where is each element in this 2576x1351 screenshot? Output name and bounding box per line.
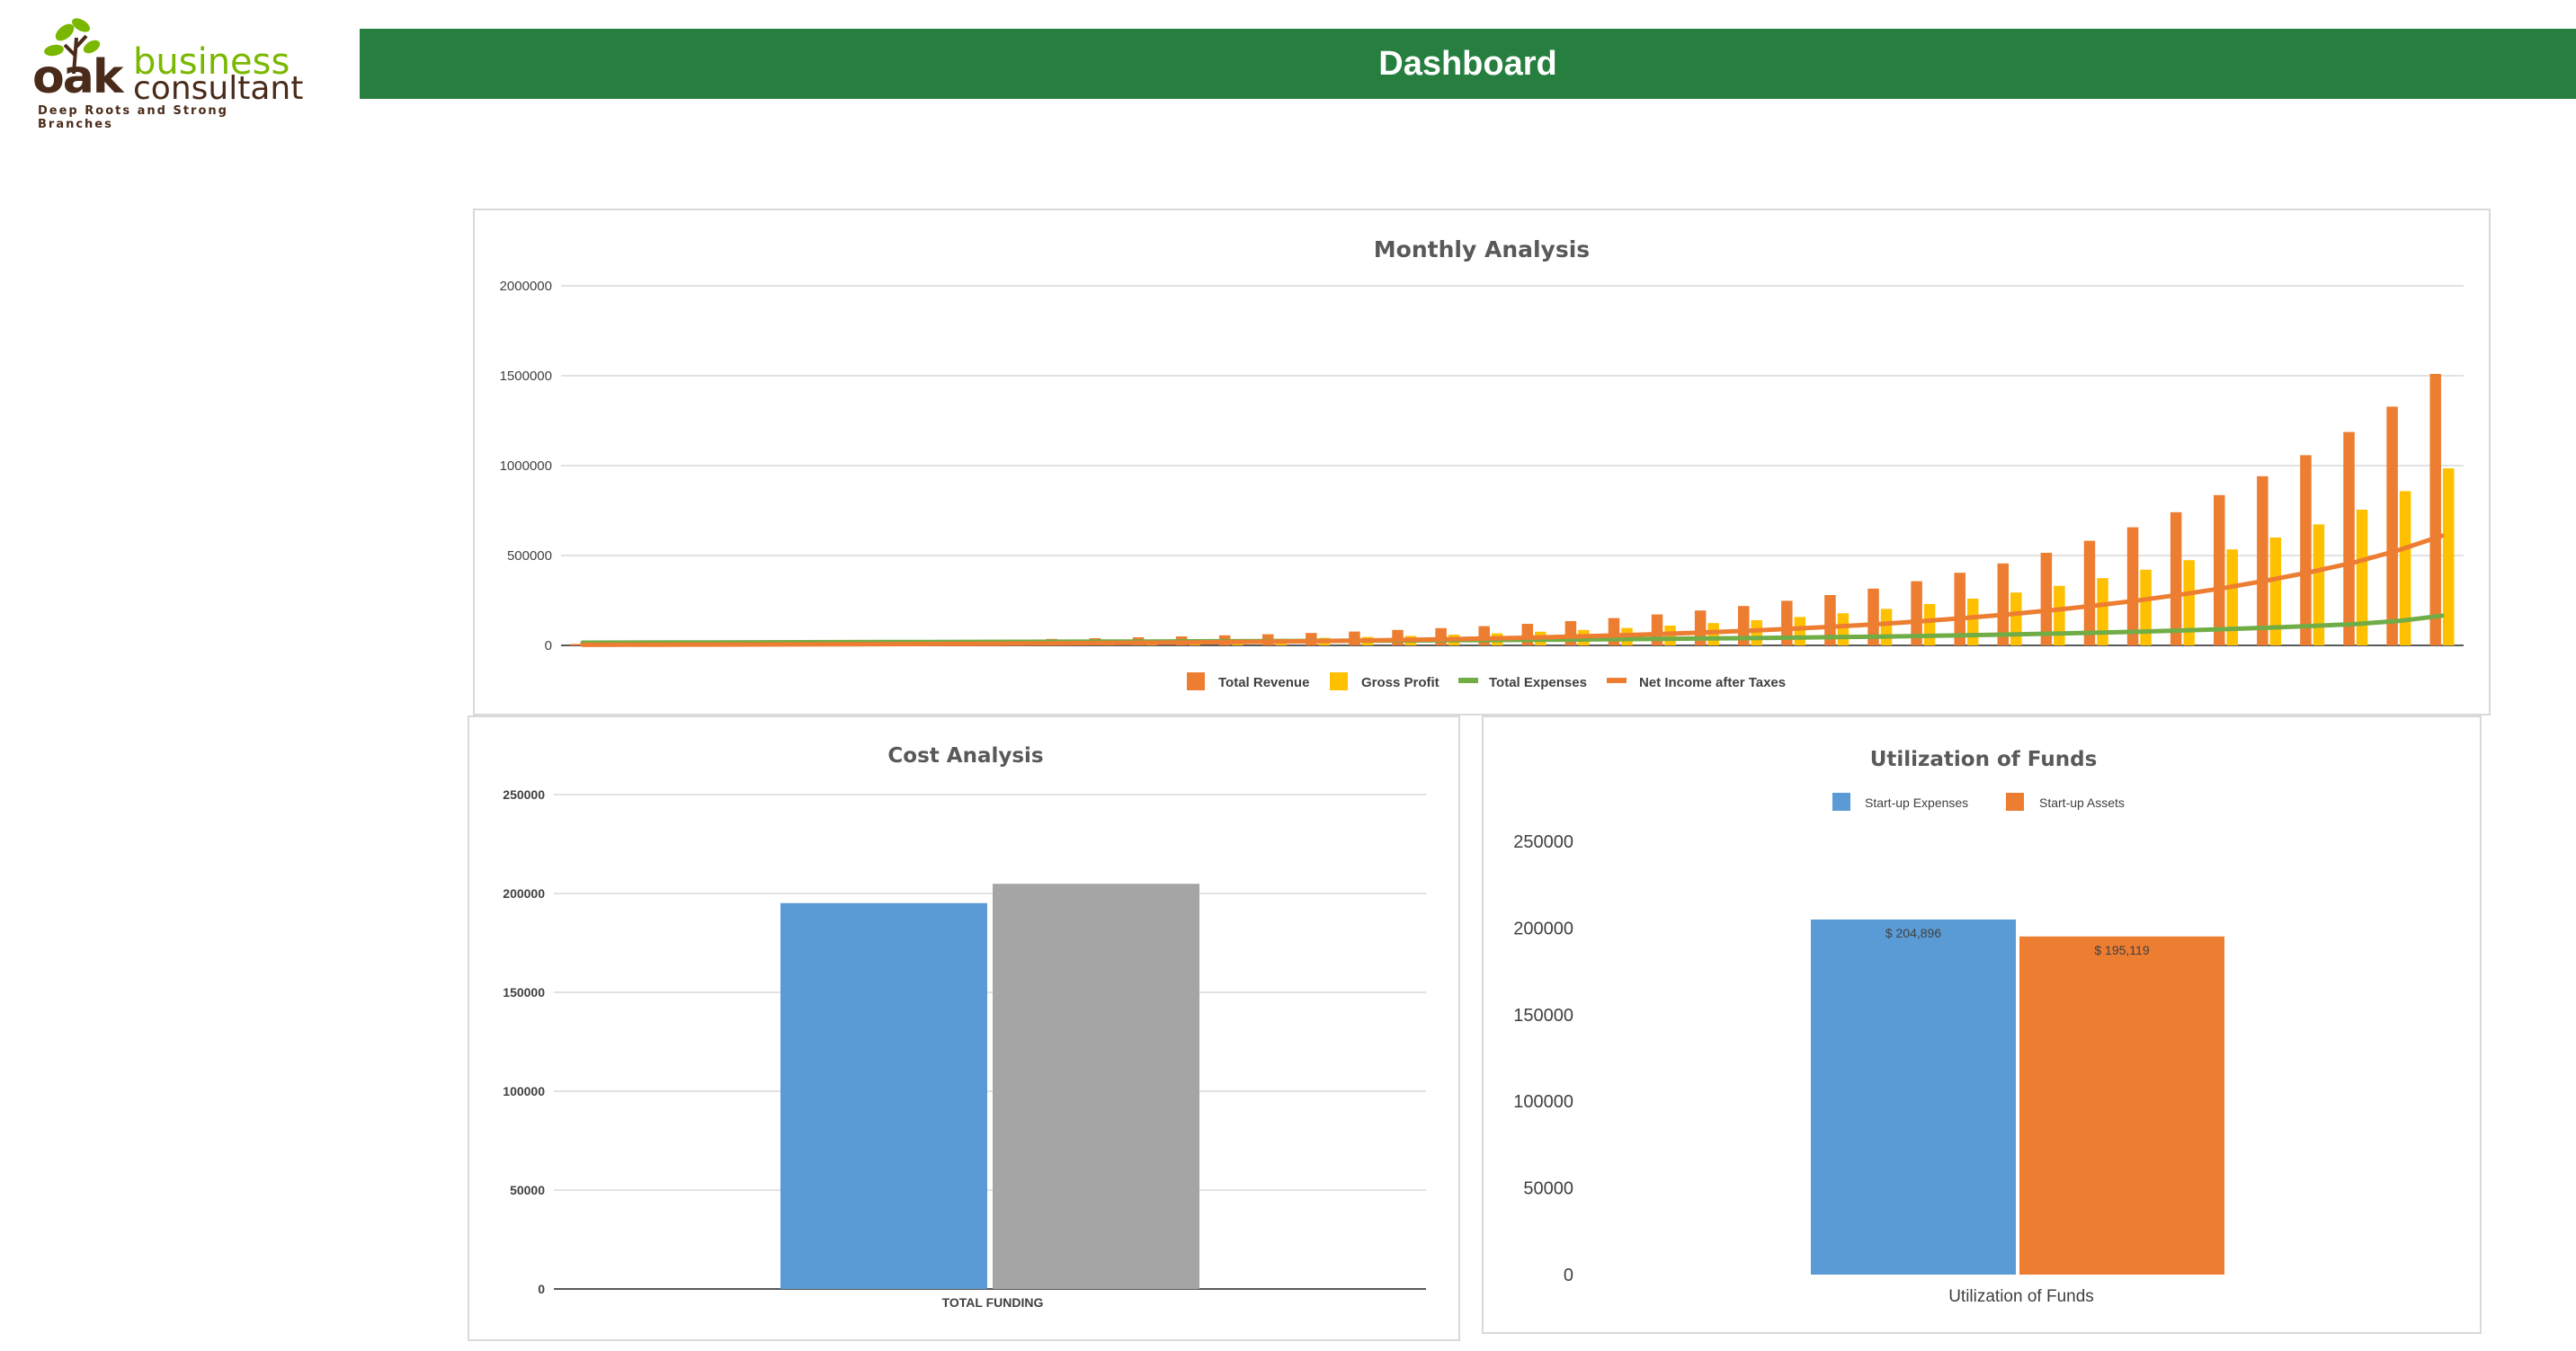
legend-swatch-startup-assets [2006, 793, 2024, 811]
monthly-bar-gross-profit [2269, 538, 2282, 645]
legend-total-revenue: Total Revenue [1218, 675, 1309, 690]
monthly-bar-total-revenue [1435, 627, 1447, 645]
cost-category-label: TOTAL FUNDING [942, 1295, 1044, 1310]
legend-swatch-total-expenses [1458, 678, 1478, 683]
legend-swatch-startup-expenses [1832, 793, 1850, 811]
monthly-bar-total-revenue [1521, 624, 1534, 645]
funds-bar-2 [2019, 936, 2224, 1275]
funds-data-label: $ 195,119 [2094, 943, 2149, 957]
monthly-analysis-panel: Monthly Analysis 0 500000 1000000 1500000 20… [473, 209, 2491, 715]
funds-chart-title: Utilization of Funds [1870, 748, 2098, 771]
funds-y-tick-label: 200000 [1513, 919, 1573, 938]
monthly-y-tick-label: 2000000 [500, 279, 552, 294]
legend-net-income: Net Income after Taxes [1639, 675, 1786, 690]
monthly-bar-gross-profit [1837, 613, 1850, 645]
cost-y-tick-label: 100000 [503, 1084, 545, 1098]
cost-y-tick-label: 250000 [503, 787, 545, 802]
monthly-bar-gross-profit [1923, 604, 1936, 645]
page-title: Dashboard [1378, 44, 1557, 83]
funds-y-tick-label: 50000 [1523, 1179, 1573, 1199]
oak-tree-icon [44, 18, 101, 75]
cost-analysis-panel: Cost Analysis 0 50000 100000 150000 200000 25… [468, 715, 1460, 1341]
dashboard-header: Dashboard [360, 29, 2576, 99]
monthly-bar-total-revenue [1737, 606, 1750, 645]
monthly-bar-total-revenue [1392, 629, 1404, 645]
logo-word-consultant: consultant [133, 70, 304, 107]
monthly-bar-gross-profit [2399, 491, 2411, 645]
company-logo: oak business consultant Deep Roots and S… [27, 11, 303, 131]
legend-swatch-gross-profit [1330, 672, 1348, 690]
legend-swatch-total-revenue [1187, 672, 1205, 690]
monthly-line-net-income [580, 533, 2445, 647]
monthly-analysis-chart: Monthly Analysis 0 500000 1000000 1500000 20… [500, 236, 2464, 690]
monthly-bar-gross-profit [2097, 578, 2108, 645]
cost-bar-2 [993, 884, 1199, 1289]
monthly-bar-gross-profit [2183, 560, 2195, 645]
monthly-bar-gross-profit [2140, 569, 2152, 645]
monthly-bar-total-revenue [1867, 588, 1879, 645]
monthly-y-tick-label: 1000000 [500, 458, 552, 474]
utilization-panel: Utilization of Funds Start-up Expenses S… [1482, 715, 2482, 1334]
monthly-bar-total-revenue [1911, 581, 1922, 645]
monthly-bar-total-revenue [2343, 431, 2355, 645]
monthly-bar-gross-profit [2010, 592, 2022, 645]
monthly-bar-total-revenue [2126, 527, 2139, 645]
funds-bar-1 [1811, 919, 2016, 1275]
funds-data-label: $ 204,896 [1885, 926, 1941, 940]
monthly-bar-gross-profit [2313, 524, 2325, 645]
monthly-bar-total-revenue [1997, 563, 2010, 645]
funds-y-tick-label: 0 [1564, 1266, 1573, 1285]
logo-word-oak: oak [32, 50, 123, 104]
cost-analysis-chart: Cost Analysis 0 50000 100000 150000 200000 25… [503, 744, 1426, 1310]
cost-y-tick-label: 50000 [510, 1183, 545, 1197]
monthly-y-tick-label: 1500000 [500, 369, 552, 384]
monthly-bar-total-revenue [2429, 374, 2441, 645]
monthly-chart-title: Monthly Analysis [1374, 236, 1590, 262]
funds-y-tick-label: 100000 [1513, 1092, 1573, 1112]
monthly-bar-total-revenue [2300, 455, 2312, 645]
monthly-y-tick-label: 500000 [507, 548, 552, 564]
monthly-y-tick-label: 0 [545, 638, 552, 653]
cost-y-tick-label: 200000 [503, 886, 545, 901]
funds-category-label: Utilization of Funds [1948, 1287, 2094, 1306]
cost-chart-title: Cost Analysis [887, 744, 1043, 768]
legend-startup-assets: Start-up Assets [2039, 795, 2125, 810]
logo-tagline: Deep Roots and Strong Branches [38, 104, 228, 131]
monthly-bar-total-revenue [1478, 626, 1490, 645]
monthly-bar-total-revenue [2386, 406, 2398, 645]
monthly-bar-gross-profit [2054, 585, 2065, 645]
legend-startup-expenses: Start-up Expenses [1865, 795, 1968, 810]
utilization-chart: Utilization of Funds Start-up Expenses S… [1513, 748, 2224, 1306]
cost-y-tick-label: 0 [538, 1282, 545, 1296]
cost-y-tick-label: 150000 [503, 985, 545, 1000]
monthly-bar-gross-profit [2442, 468, 2455, 645]
cost-bar-1 [780, 902, 987, 1289]
monthly-bar-total-revenue [1954, 573, 1965, 645]
monthly-bar-total-revenue [2040, 553, 2053, 645]
monthly-bar-gross-profit [1880, 609, 1893, 645]
legend-total-expenses: Total Expenses [1489, 675, 1587, 690]
monthly-bar-total-revenue [1781, 600, 1793, 645]
legend-gross-profit: Gross Profit [1361, 675, 1440, 690]
monthly-bar-total-revenue [2083, 540, 2096, 645]
monthly-bar-gross-profit [1751, 620, 1763, 645]
monthly-bar-total-revenue [570, 644, 583, 645]
monthly-bar-gross-profit [1966, 599, 1979, 645]
monthly-bar-gross-profit [2226, 549, 2239, 645]
monthly-bar-gross-profit [2356, 510, 2368, 645]
monthly-bar-total-revenue [1824, 595, 1836, 645]
monthly-legend: Total Revenue Gross Profit Total Expense… [1187, 672, 1786, 690]
logo-word-business: business [133, 41, 290, 83]
funds-y-tick-label: 150000 [1513, 1006, 1573, 1026]
monthly-bar-total-revenue [2213, 494, 2225, 645]
monthly-bar-gross-profit [1794, 617, 1806, 645]
funds-y-tick-label: 250000 [1513, 832, 1573, 852]
monthly-bar-total-revenue [2257, 476, 2268, 645]
monthly-bar-total-revenue [2170, 511, 2182, 645]
legend-swatch-net-income [1607, 678, 1627, 683]
